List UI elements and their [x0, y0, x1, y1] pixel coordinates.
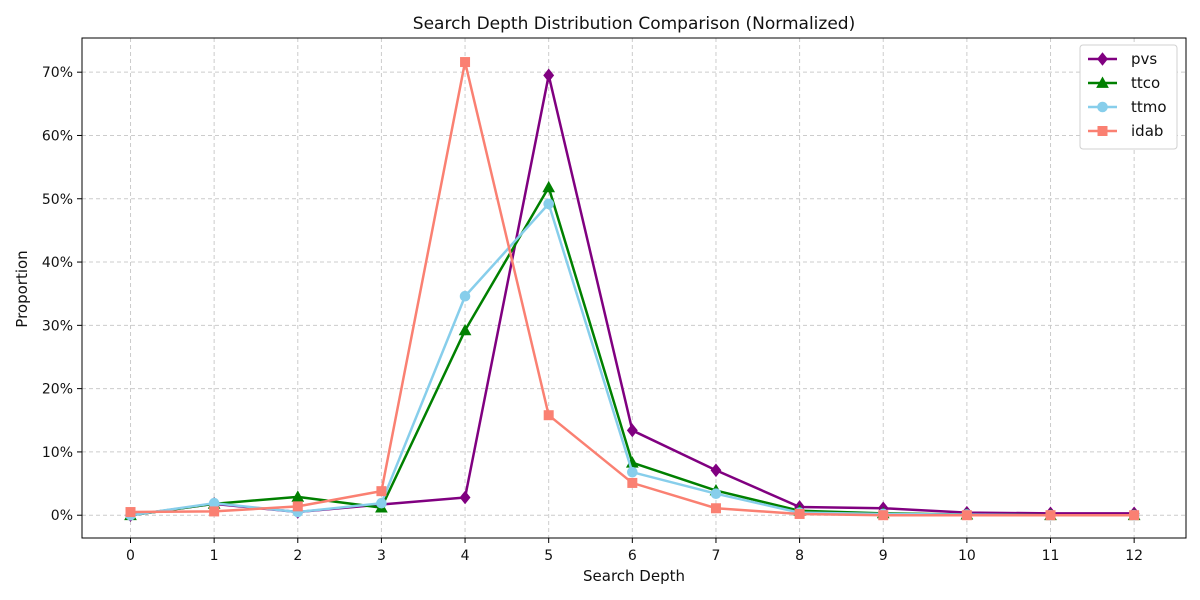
x-tick-label: 3: [377, 548, 386, 564]
data-point-ttmo: [376, 497, 387, 509]
y-tick-label: 30%: [42, 318, 73, 334]
x-tick-label: 7: [712, 548, 721, 564]
x-tick-label: 5: [544, 548, 553, 564]
data-point-ttco: [542, 180, 556, 193]
chart-title: Search Depth Distribution Comparison (No…: [413, 14, 855, 34]
legend-label: pvs: [1131, 50, 1157, 68]
data-point-ttmo: [710, 488, 722, 499]
data-point-idab: [710, 503, 721, 514]
axis-ticks: 0 1 2 3 4 5 6 7 8 9 10 11 120%10%20%30%40%50%60%70%: [42, 65, 1143, 564]
data-point-idab: [376, 486, 387, 497]
plot-area: [81, 37, 1187, 539]
data-point-ttco: [291, 490, 305, 502]
y-tick-label: 60%: [42, 128, 73, 144]
legend-swatch-marker: [1096, 76, 1109, 88]
x-tick-label: 2: [293, 548, 302, 564]
data-point-idab: [1129, 510, 1140, 521]
data-point-idab: [1045, 510, 1056, 521]
series-idab: [125, 57, 1140, 521]
x-axis-title: Search Depth: [583, 567, 685, 585]
y-tick-label: 0%: [51, 508, 73, 524]
data-point-idab: [878, 510, 889, 521]
legend-item-pvs: pvs: [1088, 50, 1157, 68]
data-point-pvs: [459, 490, 471, 505]
series-lines: [124, 57, 1141, 523]
legend-frame: [1079, 44, 1178, 150]
data-point-pvs: [626, 423, 638, 438]
data-point-pvs: [710, 463, 722, 478]
legend-swatch-marker: [1097, 52, 1108, 66]
x-tick-label: 8: [795, 548, 804, 564]
legend-swatch-marker: [1097, 126, 1108, 136]
x-tick-label: 0: [126, 548, 135, 564]
data-point-idab: [543, 410, 554, 421]
data-point-idab: [292, 501, 303, 512]
legend-item-ttmo: ttmo: [1088, 98, 1167, 116]
legend-swatch-marker: [1097, 101, 1108, 113]
data-point-ttmo: [627, 466, 638, 478]
series-ttmo: [125, 198, 1140, 521]
data-point-ttmo: [459, 290, 471, 302]
x-tick-label: 4: [461, 548, 470, 564]
x-tick-label: 11: [1042, 548, 1060, 564]
data-point-ttco: [458, 323, 472, 336]
x-tick-label: 6: [628, 548, 637, 564]
data-point-pvs: [543, 68, 555, 83]
y-tick-label: 40%: [42, 255, 73, 271]
data-point-idab: [627, 477, 638, 488]
x-tick-label: 12: [1125, 548, 1143, 564]
y-tick-label: 20%: [42, 382, 73, 398]
legend-item-idab: idab: [1088, 122, 1163, 140]
legend-label: ttmo: [1131, 98, 1167, 116]
legend: pvs ttco ttmo idab: [1079, 44, 1178, 150]
data-point-idab: [961, 510, 972, 521]
data-point-idab: [209, 506, 220, 517]
x-tick-label: 10: [958, 548, 976, 564]
data-point-idab: [125, 507, 136, 518]
data-point-ttmo: [543, 198, 554, 210]
legend-item-ttco: ttco: [1088, 74, 1160, 92]
y-tick-label: 70%: [42, 65, 73, 81]
legend-label: idab: [1131, 122, 1163, 140]
data-point-idab: [460, 57, 471, 68]
y-tick-label: 10%: [42, 445, 73, 461]
grid: [82, 38, 1186, 538]
series-line-pvs: [130, 74, 1135, 517]
x-tick-label: 9: [879, 548, 888, 564]
y-axis-title: Proportion: [13, 250, 31, 327]
legend-label: ttco: [1131, 74, 1160, 92]
x-tick-label: 1: [210, 548, 219, 564]
y-tick-label: 50%: [42, 192, 73, 208]
data-point-idab: [794, 508, 805, 519]
